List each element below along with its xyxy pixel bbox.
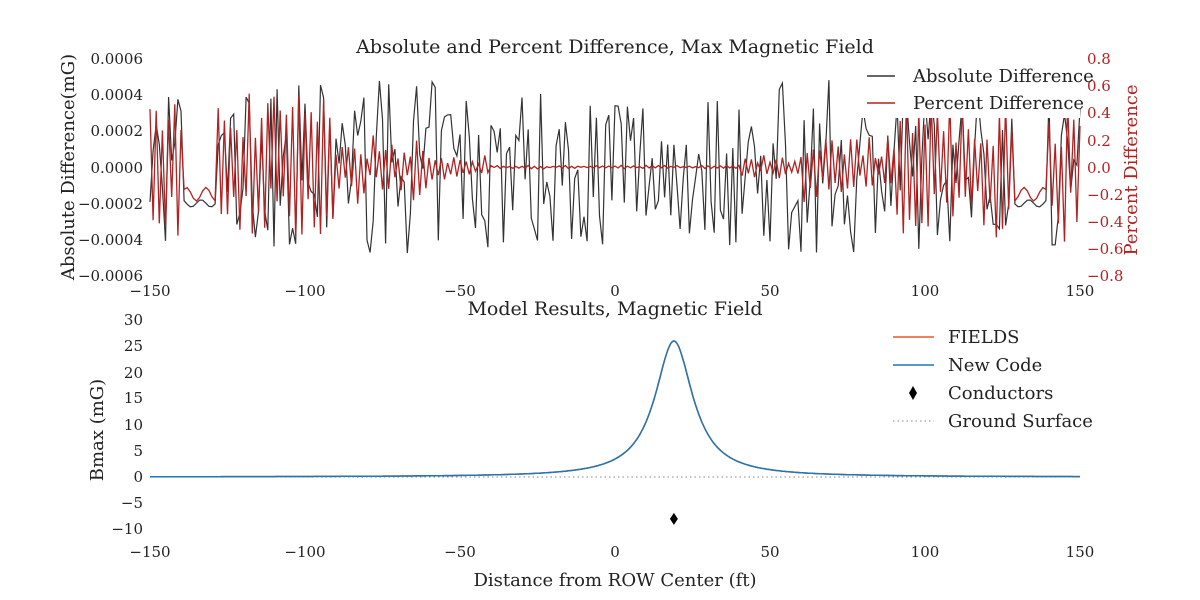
top-y-tick: −0.0006 (78, 267, 143, 285)
legend-label-conductors: Conductors (948, 383, 1053, 404)
bottom-y-tick: 20 (124, 364, 143, 382)
legend-label-new-code: New Code (948, 355, 1042, 376)
legend-label-ground-surface: Ground Surface (948, 411, 1093, 432)
conductor-marker (669, 512, 678, 525)
bottom-y-ticks: 30 25 20 15 10 5 0 −5 −10 (111, 311, 143, 538)
top-y-right-tick: 0.8 (1087, 50, 1111, 68)
top-x-tick: 50 (760, 282, 779, 300)
bottom-y-tick: −5 (121, 494, 143, 512)
top-x-tick: 0 (610, 282, 620, 300)
top-x-tick: −150 (129, 282, 170, 300)
top-y-tick: 0.0006 (91, 50, 144, 68)
bottom-y-axis-label: Bmax (mG) (87, 379, 108, 481)
bottom-x-tick: −100 (284, 543, 325, 561)
top-y-axis-label: Absolute Difference(mG) (58, 54, 79, 281)
bottom-x-axis-label: Distance from ROW Center (ft) (473, 570, 756, 591)
top-y-tick: 0.0002 (91, 122, 144, 140)
top-y-tick: −0.0004 (78, 231, 143, 249)
top-y-right-tick: 0.6 (1087, 77, 1111, 95)
top-y-ticks: 0.0006 0.0004 0.0002 0.0000 −0.0002 −0.0… (78, 50, 143, 285)
top-x-tick: 150 (1066, 282, 1095, 300)
top-legend: Absolute Difference Percent Difference (860, 62, 1094, 118)
bottom-legend: FIELDS New Code Conductors Ground Surfac… (893, 327, 1093, 432)
top-y-right-tick: 0.4 (1087, 104, 1111, 122)
bottom-x-tick: 0 (610, 543, 620, 561)
legend-label-absolute-difference: Absolute Difference (912, 66, 1094, 87)
top-y-right-tick: −0.6 (1087, 240, 1123, 258)
top-x-ticks: −150 −100 −50 0 50 100 150 (129, 282, 1094, 300)
bottom-y-tick: 10 (124, 416, 143, 434)
bottom-y-tick: 30 (124, 311, 143, 329)
top-chart: Absolute and Percent Difference, Max Mag… (58, 36, 1142, 300)
top-y-right-tick: 0.2 (1087, 132, 1111, 150)
legend-label-percent-difference: Percent Difference (913, 93, 1084, 114)
bottom-chart: Model Results, Magnetic Field 30 25 20 1… (87, 298, 1094, 591)
top-x-tick: −100 (284, 282, 325, 300)
bottom-y-tick: −10 (111, 520, 143, 538)
bottom-y-tick: 15 (124, 389, 143, 407)
top-y-right-tick: 0.0 (1087, 159, 1111, 177)
bottom-y-tick: 25 (124, 337, 143, 355)
new-code-line (150, 340, 1080, 478)
legend-label-fields: FIELDS (948, 327, 1019, 348)
bottom-y-tick: 0 (133, 468, 143, 486)
top-chart-title: Absolute and Percent Difference, Max Mag… (355, 36, 874, 58)
bottom-x-tick: 150 (1066, 543, 1095, 561)
bottom-x-tick: 100 (911, 543, 940, 561)
top-y-right-tick: −0.8 (1087, 267, 1123, 285)
bottom-x-tick: 50 (760, 543, 779, 561)
fields-line (150, 340, 1080, 478)
bottom-x-ticks: −150 −100 −50 0 50 100 150 (129, 543, 1094, 561)
percent-difference-line (149, 93, 1081, 242)
top-y-tick: −0.0002 (78, 195, 143, 213)
bottom-series-group (150, 340, 1080, 525)
top-x-tick: −50 (444, 282, 476, 300)
top-y-tick: 0.0004 (91, 86, 144, 104)
top-y-tick: 0.0000 (91, 159, 144, 177)
legend-marker-conductors (909, 386, 917, 400)
top-y-right-ticks: 0.8 0.6 0.4 0.2 0.0 −0.2 −0.4 −0.6 −0.8 (1087, 50, 1123, 285)
bottom-y-tick: 5 (133, 442, 143, 460)
bottom-chart-title: Model Results, Magnetic Field (467, 298, 762, 320)
top-y-right-axis-label: Percent Difference (1121, 84, 1142, 255)
top-x-tick: 100 (911, 282, 940, 300)
top-legend-box (860, 62, 1080, 118)
top-y-right-tick: −0.4 (1087, 213, 1123, 231)
bottom-x-tick: −150 (129, 543, 170, 561)
bottom-x-tick: −50 (444, 543, 476, 561)
top-y-right-tick: −0.2 (1087, 186, 1123, 204)
